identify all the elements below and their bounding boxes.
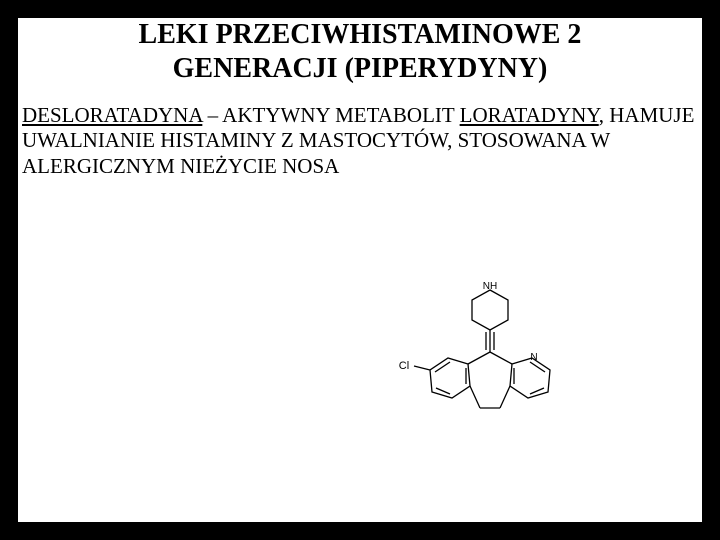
svg-text:NH: NH — [483, 281, 497, 292]
title-line-2: GENERACJI (PIPERYDYNY) — [173, 53, 548, 84]
svg-text:N: N — [530, 352, 537, 363]
parent-drug: LORATADYNY — [460, 103, 599, 127]
molecule-diagram: NH — [380, 280, 600, 480]
slide-title: LEKI PRZECIWHISTAMINOWE 2 GENERACJI (PIP… — [22, 18, 698, 85]
chlorine-label: Cl — [399, 360, 409, 372]
body-paragraph: DESLORATADYNA – AKTYWNY METABOLIT LORATA… — [22, 103, 698, 179]
drug-name: DESLORATADYNA — [22, 103, 202, 127]
phrase-1: AKTYWNY METABOLIT — [222, 103, 459, 127]
title-line-1: LEKI PRZECIWHISTAMINOWE 2 — [139, 19, 582, 50]
chemical-structure: NH — [380, 280, 600, 480]
slide-content: LEKI PRZECIWHISTAMINOWE 2 GENERACJI (PIP… — [0, 0, 720, 540]
separator: – — [202, 103, 222, 127]
